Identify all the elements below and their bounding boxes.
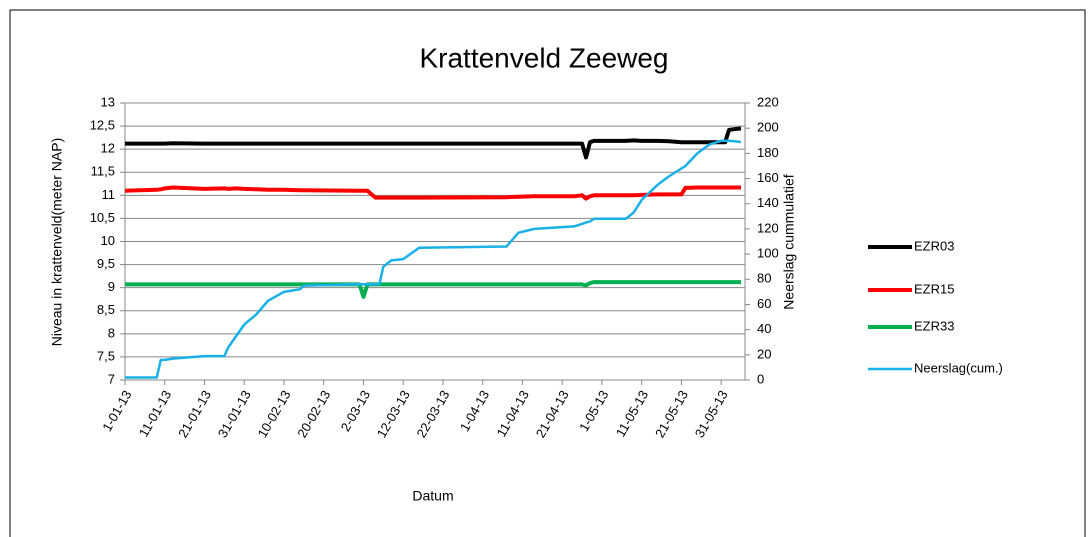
x-axis-label: Datum — [412, 488, 453, 504]
legend-label: EZR15 — [914, 281, 954, 296]
y2-tick-label: 200 — [757, 120, 779, 135]
y2-tick-label: 100 — [757, 246, 779, 261]
y-tick-label: 7,5 — [97, 348, 115, 363]
y2-tick-label: 220 — [757, 94, 779, 109]
y2-tick-label: 140 — [757, 195, 779, 210]
series-line — [125, 139, 742, 379]
y-tick-label: 9,5 — [97, 256, 115, 271]
y2-axis-label: Neerslag cummulatief — [781, 174, 797, 309]
y-tick-label: 13 — [101, 94, 115, 109]
y-tick-label: 10,5 — [90, 210, 115, 225]
y-tick-label: 8,5 — [97, 302, 115, 317]
series-line — [124, 185, 741, 201]
y2-tick-label: 120 — [757, 220, 779, 235]
y-tick-label: 8 — [108, 325, 115, 340]
y2-tick-label: 160 — [757, 170, 779, 185]
y-tick-label: 7 — [108, 371, 115, 386]
y-axis-label: Niveau in krattenveld(meter NAP) — [49, 138, 65, 347]
series-line — [125, 126, 742, 160]
y2-tick-label: 180 — [757, 145, 779, 160]
y-tick-label: 9 — [108, 279, 115, 294]
y-tick-label: 12,5 — [90, 118, 115, 133]
chart-title: Krattenveld Zeeweg — [419, 42, 668, 73]
legend-label: EZR33 — [914, 318, 954, 333]
y2-tick-label: 60 — [757, 296, 771, 311]
chart-frame — [9, 9, 1086, 537]
y2-tick-label: 80 — [757, 271, 771, 286]
y2-tick-label: 0 — [757, 371, 764, 386]
series-line — [125, 280, 741, 299]
y-tick-label: 11,5 — [91, 164, 115, 179]
y2-tick-label: 20 — [757, 346, 771, 361]
legend-label: Neerslag(cum.) — [914, 360, 1003, 375]
y-tick-label: 10 — [101, 233, 115, 248]
y2-tick-label: 40 — [757, 321, 771, 336]
legend-label: EZR03 — [914, 238, 954, 253]
y-tick-label: 12 — [101, 141, 115, 156]
y-tick-label: 11 — [102, 187, 116, 202]
